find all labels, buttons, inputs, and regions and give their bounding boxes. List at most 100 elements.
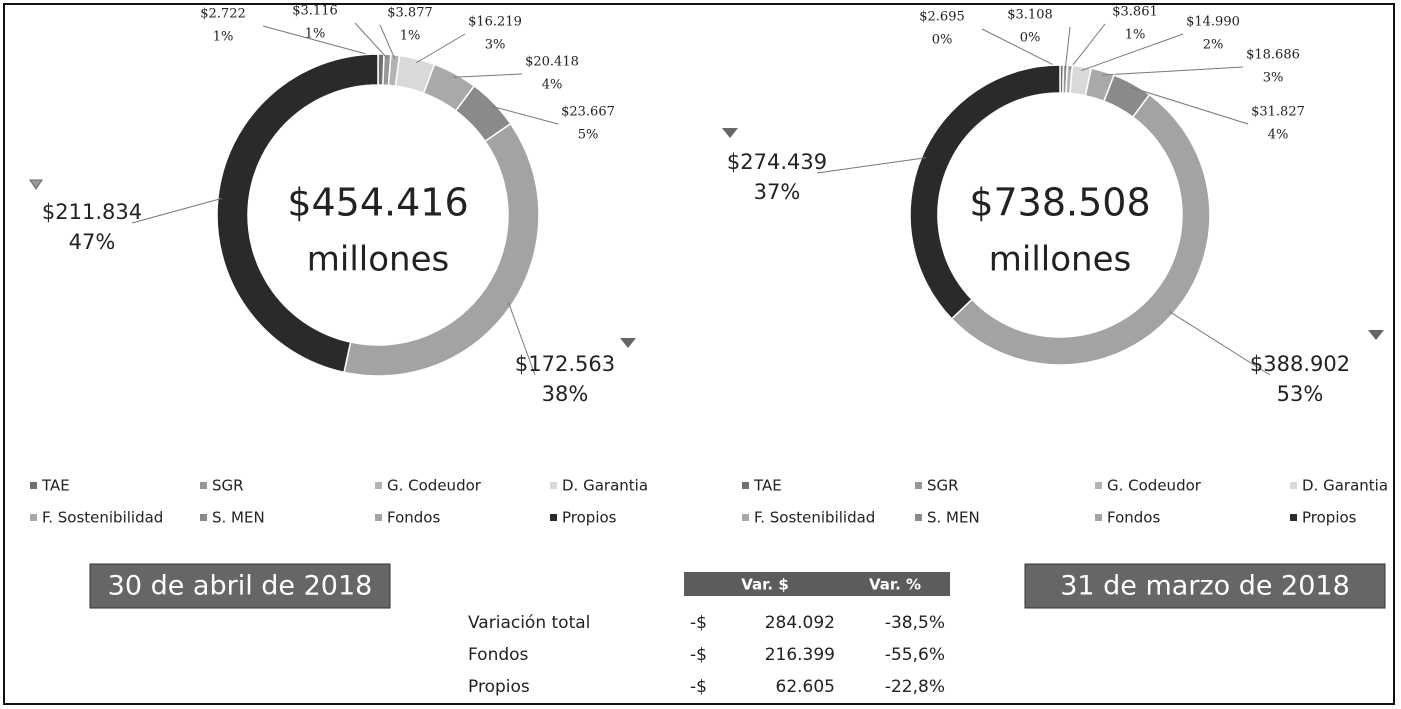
percent-label: 3% bbox=[1263, 71, 1284, 86]
value-label: $16.219 bbox=[468, 15, 522, 30]
percent-label: 1% bbox=[1125, 28, 1146, 43]
value-label: $211.834 bbox=[42, 200, 142, 224]
legend-label: D. Garantia bbox=[562, 477, 648, 495]
center-label: millones bbox=[989, 240, 1131, 280]
legend-swatch bbox=[375, 514, 382, 521]
legend-swatch bbox=[1095, 514, 1102, 521]
table-cell: 284.092 bbox=[765, 613, 835, 633]
legend-label: F. Sostenibilidad bbox=[754, 509, 875, 527]
value-label: $3.108 bbox=[1007, 8, 1053, 23]
value-label: $274.439 bbox=[727, 150, 827, 174]
marker-triangle bbox=[722, 128, 738, 138]
leader-line bbox=[507, 302, 536, 376]
table-cell: Variación total bbox=[468, 613, 590, 633]
leader-line bbox=[1101, 66, 1244, 76]
date-banner-text: 30 de abril de 2018 bbox=[108, 571, 373, 602]
leader-line bbox=[1069, 23, 1106, 70]
percent-label: 47% bbox=[69, 230, 116, 254]
legend-swatch bbox=[30, 482, 37, 489]
leader-line bbox=[490, 105, 559, 125]
percent-label: 2% bbox=[1203, 38, 1224, 53]
legend-label: Propios bbox=[562, 509, 617, 527]
legend-label: G. Codeudor bbox=[1107, 477, 1202, 495]
donut-slice bbox=[216, 53, 379, 374]
value-label: $172.563 bbox=[515, 352, 615, 376]
value-label: $31.827 bbox=[1251, 105, 1305, 120]
percent-label: 1% bbox=[400, 29, 421, 44]
center-label: millones bbox=[307, 240, 449, 280]
leader-line bbox=[262, 25, 382, 59]
value-label: $3.877 bbox=[387, 6, 433, 21]
legend-label: S. MEN bbox=[927, 509, 980, 527]
legend-label: TAE bbox=[41, 477, 70, 495]
legend-label: Fondos bbox=[1107, 509, 1160, 527]
leader-line bbox=[453, 73, 523, 78]
percent-label: 1% bbox=[305, 27, 326, 42]
legend-swatch bbox=[30, 514, 37, 521]
table-cell: -$ bbox=[690, 645, 707, 665]
table-cell: -22,8% bbox=[885, 677, 945, 697]
percent-label: 1% bbox=[213, 30, 234, 45]
percent-label: 5% bbox=[578, 128, 599, 143]
donut-slice bbox=[950, 93, 1211, 366]
value-label: $18.686 bbox=[1246, 48, 1300, 63]
legend-label: F. Sostenibilidad bbox=[42, 509, 163, 527]
marker-triangle bbox=[29, 179, 43, 190]
table-cell: -$ bbox=[690, 677, 707, 697]
table-cell: -55,6% bbox=[885, 645, 945, 665]
legend-swatch bbox=[200, 482, 207, 489]
legend-swatch bbox=[550, 482, 557, 489]
value-label: $23.667 bbox=[561, 105, 615, 120]
table-cell: Propios bbox=[468, 677, 530, 697]
leader-line bbox=[379, 24, 396, 60]
legend-swatch bbox=[1095, 482, 1102, 489]
percent-label: 4% bbox=[542, 78, 563, 93]
leader-line bbox=[1130, 86, 1249, 125]
leader-line bbox=[354, 22, 388, 59]
legend-swatch bbox=[200, 514, 207, 521]
table-cell: -$ bbox=[690, 613, 707, 633]
legend-label: S. MEN bbox=[212, 509, 265, 527]
legend-swatch bbox=[915, 514, 922, 521]
center-label: $738.508 bbox=[969, 181, 1150, 225]
leader-line bbox=[1169, 311, 1271, 376]
leader-line bbox=[1081, 33, 1184, 72]
value-label: $20.418 bbox=[525, 55, 579, 70]
legend-swatch bbox=[1290, 482, 1297, 489]
table-header: Var. $ bbox=[741, 576, 789, 594]
legend-label: G. Codeudor bbox=[387, 477, 482, 495]
date-banner bbox=[1024, 563, 1386, 609]
table-cell: 62.605 bbox=[776, 677, 835, 697]
frame bbox=[3, 3, 1395, 705]
value-label: $2.722 bbox=[200, 7, 246, 22]
percent-label: 37% bbox=[754, 180, 801, 204]
legend-label: SGR bbox=[212, 477, 244, 495]
percent-label: 4% bbox=[1268, 128, 1289, 143]
value-label: $14.990 bbox=[1186, 15, 1240, 30]
legend-swatch bbox=[915, 482, 922, 489]
date-banner-text: 31 de marzo de 2018 bbox=[1060, 571, 1350, 602]
value-label: $3.116 bbox=[292, 4, 338, 19]
legend-swatch bbox=[742, 514, 749, 521]
leader-line bbox=[1064, 26, 1071, 70]
legend-label: SGR bbox=[927, 477, 959, 495]
percent-label: 3% bbox=[485, 38, 506, 53]
table-header: Var. % bbox=[869, 576, 921, 594]
legend-label: Propios bbox=[1302, 509, 1357, 527]
value-label: $3.861 bbox=[1112, 5, 1158, 20]
legend-label: TAE bbox=[753, 477, 782, 495]
percent-label: 53% bbox=[1277, 382, 1324, 406]
legend-swatch bbox=[375, 482, 382, 489]
leader-line bbox=[131, 197, 223, 224]
marker-triangle bbox=[620, 338, 636, 348]
table-cell: Fondos bbox=[468, 645, 529, 665]
date-banner bbox=[89, 563, 391, 609]
leader-line bbox=[416, 33, 466, 64]
leader-line bbox=[981, 28, 1062, 70]
percent-label: 38% bbox=[542, 382, 589, 406]
legend-label: Fondos bbox=[387, 509, 440, 527]
table-header-bg bbox=[684, 572, 950, 596]
percent-label: 0% bbox=[932, 33, 953, 48]
donut-slice bbox=[909, 64, 1061, 320]
